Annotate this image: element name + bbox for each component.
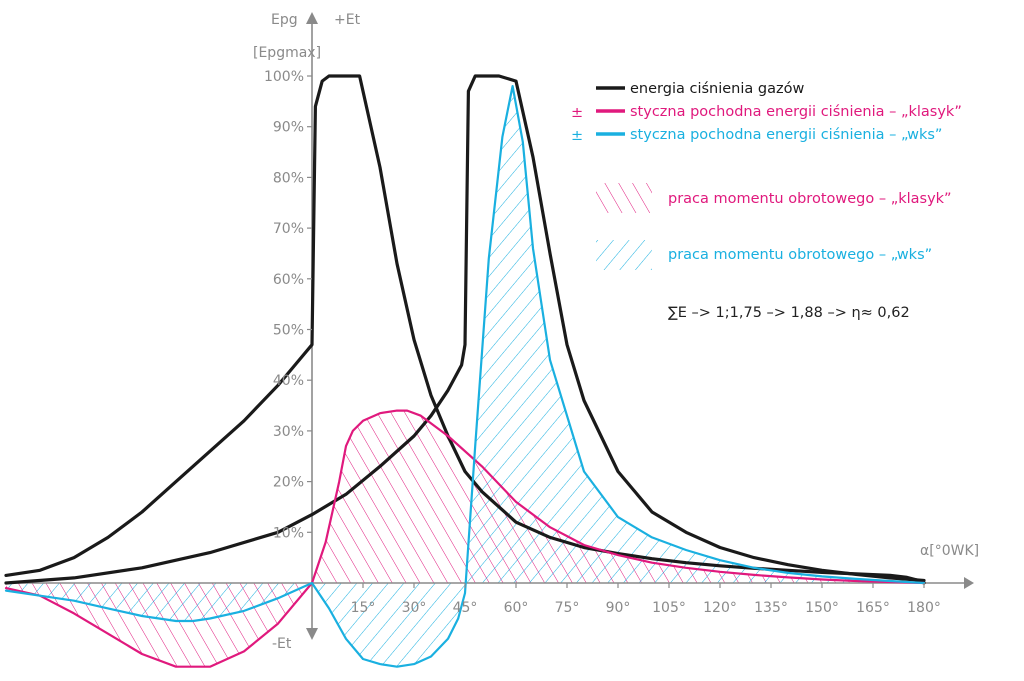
legend-label-work-wks: praca momentu obrotowego – „wks”: [668, 247, 932, 263]
x-tick-label: 15°: [351, 600, 376, 616]
energy-formula-annotation: ∑E –> 1;1,75 –> 1,88 –> η≈ 0,62: [668, 305, 910, 321]
tangent-line-klasyk: [4, 409, 926, 668]
y-axis-label: Epg: [271, 12, 298, 28]
y-tick-label: 20%: [273, 475, 304, 491]
tangent-line-wks: [4, 85, 926, 668]
neg-axis-label: -Et: [272, 636, 292, 652]
x-tick-label: 180°: [907, 600, 941, 616]
y-tick-label: 10%: [273, 525, 304, 541]
y-axis-arrow-down: [306, 628, 318, 640]
legend-marker-wks: ±: [571, 128, 583, 144]
gas-energy-line-wks: [4, 74, 926, 585]
gas-energy-line-klasyk: [4, 74, 926, 585]
x-tick-label: 150°: [805, 600, 839, 616]
legend-label-klasyk: styczna pochodna energii ciśnienia – „kl…: [630, 104, 962, 120]
x-tick-label: 120°: [703, 600, 737, 616]
y-axis-arrow-up: [306, 12, 318, 24]
hatch-area-klasyk: [6, 410, 924, 667]
x-tick-label: 105°: [652, 600, 686, 616]
y-tick-label: 30%: [273, 424, 304, 440]
x-tick-label: 90°: [606, 600, 631, 616]
y-tick-label: 90%: [273, 120, 304, 136]
x-axis-arrow: [964, 577, 974, 589]
legend-marker-klasyk: ±: [571, 105, 583, 121]
y-tick-label: 60%: [273, 272, 304, 288]
legend-label-wks: styczna pochodna energii ciśnienia – „wk…: [630, 127, 942, 143]
x-tick-label: 60°: [504, 600, 529, 616]
x-tick-label: 165°: [856, 600, 890, 616]
y-axis-unit: [Epgmax]: [253, 45, 321, 61]
legend: energia ciśnienia gazów ± styczna pochod…: [571, 81, 962, 270]
y-tick-label: 100%: [264, 69, 304, 85]
legend-label-work-klasyk: praca momentu obrotowego – „klasyk”: [668, 191, 952, 207]
x-tick-label: 30°: [402, 600, 427, 616]
legend-swatch-hatch-klasyk: [596, 183, 652, 213]
x-tick-label: 135°: [754, 600, 788, 616]
x-axis-label: α[°0WK]: [920, 543, 979, 559]
y-tick-label: 80%: [273, 170, 304, 186]
legend-swatch-hatch-wks: [596, 240, 652, 270]
pos-axis-label: +Et: [334, 12, 361, 28]
legend-label-gas: energia ciśnienia gazów: [630, 81, 804, 97]
x-tick-label: 75°: [555, 600, 580, 616]
x-tick-label: 45°: [453, 600, 478, 616]
y-tick-label: 70%: [273, 221, 304, 237]
y-tick-label: 50%: [273, 323, 304, 339]
y-tick-label: 40%: [273, 373, 304, 389]
